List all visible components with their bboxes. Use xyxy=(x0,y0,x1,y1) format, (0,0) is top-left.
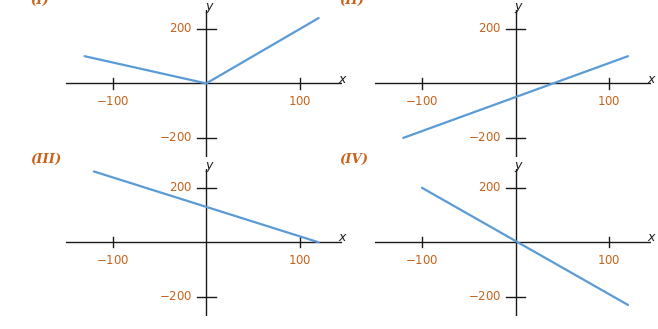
Text: $100$: $100$ xyxy=(597,95,621,108)
Text: $-100$: $-100$ xyxy=(96,254,130,267)
Text: $y$: $y$ xyxy=(514,160,524,174)
Text: $y$: $y$ xyxy=(205,160,215,174)
Text: $-200$: $-200$ xyxy=(159,131,192,144)
Text: $100$: $100$ xyxy=(597,254,621,267)
Text: $-200$: $-200$ xyxy=(468,290,502,303)
Text: $-100$: $-100$ xyxy=(405,254,439,267)
Text: (IV): (IV) xyxy=(340,153,368,166)
Text: $x$: $x$ xyxy=(338,231,348,244)
Text: (I): (I) xyxy=(30,0,49,7)
Text: $200$: $200$ xyxy=(169,181,192,194)
Text: (II): (II) xyxy=(340,0,365,7)
Text: $-100$: $-100$ xyxy=(96,95,130,108)
Text: $200$: $200$ xyxy=(478,181,502,194)
Text: (III): (III) xyxy=(30,153,61,166)
Text: $200$: $200$ xyxy=(478,22,502,36)
Text: $-100$: $-100$ xyxy=(405,95,439,108)
Text: $200$: $200$ xyxy=(169,22,192,36)
Text: $x$: $x$ xyxy=(338,72,348,86)
Text: $x$: $x$ xyxy=(647,72,657,86)
Text: $100$: $100$ xyxy=(288,95,312,108)
Text: $-200$: $-200$ xyxy=(159,290,192,303)
Text: $-200$: $-200$ xyxy=(468,131,502,144)
Text: $y$: $y$ xyxy=(514,1,524,15)
Text: $x$: $x$ xyxy=(647,231,657,244)
Text: $y$: $y$ xyxy=(205,1,215,15)
Text: $100$: $100$ xyxy=(288,254,312,267)
